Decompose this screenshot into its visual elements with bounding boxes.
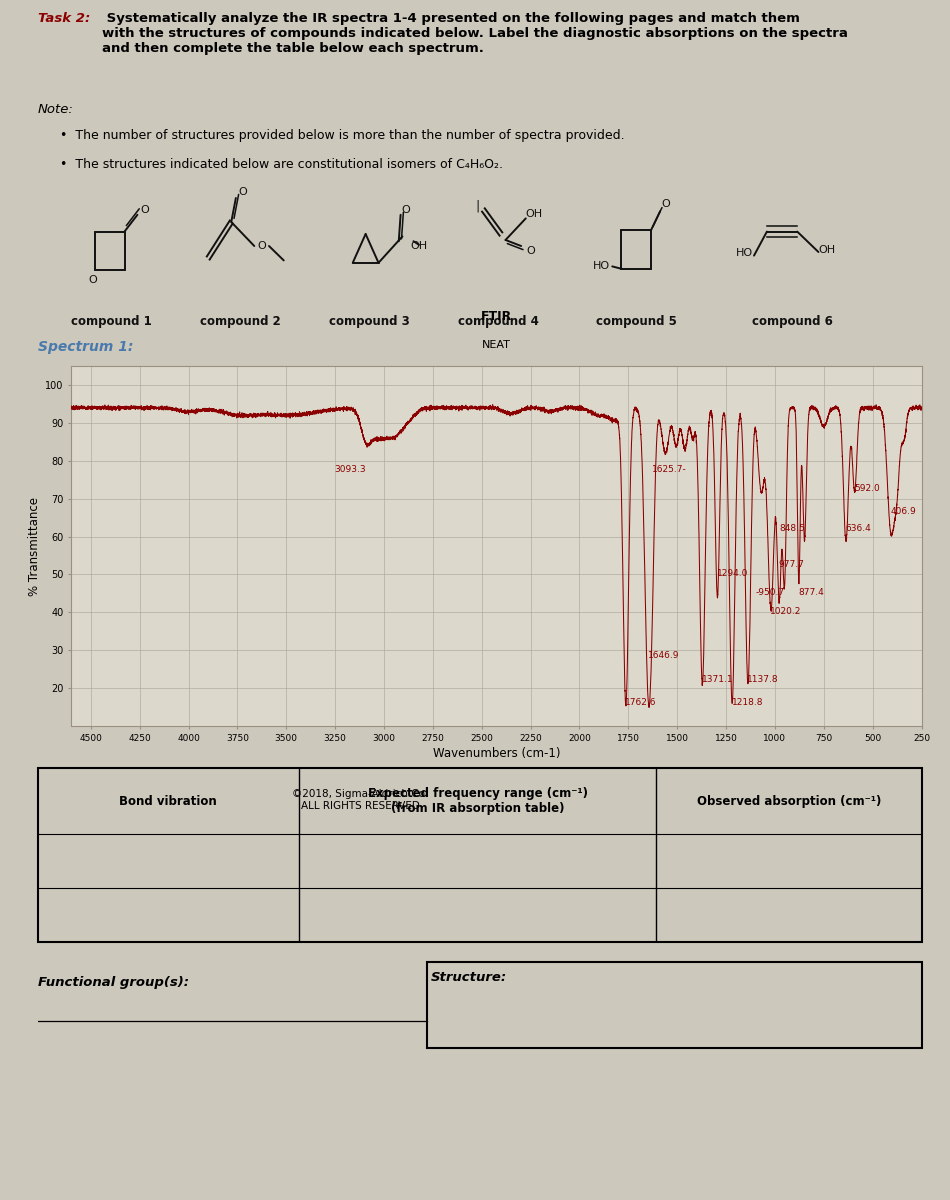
Text: O: O (141, 205, 149, 215)
Text: |: | (476, 200, 480, 212)
Text: 877.4: 877.4 (798, 588, 824, 598)
Text: 1218.8: 1218.8 (732, 698, 763, 707)
Text: 1625.7-: 1625.7- (652, 464, 687, 474)
Text: HO: HO (736, 248, 753, 258)
Text: O: O (89, 275, 98, 284)
Text: O: O (402, 205, 410, 215)
Bar (427, 962, 922, 1049)
Text: 406.9: 406.9 (890, 506, 916, 516)
Text: 977.7: 977.7 (779, 559, 805, 569)
Text: compound 3: compound 3 (329, 316, 409, 328)
Text: compound 6: compound 6 (752, 316, 833, 328)
Text: 636.4: 636.4 (846, 523, 871, 533)
Text: 1137.8: 1137.8 (748, 676, 779, 684)
Text: 1762.6: 1762.6 (625, 698, 656, 707)
Text: •  The number of structures provided below is more than the number of spectra pr: • The number of structures provided belo… (60, 128, 625, 142)
Text: 1294.0: 1294.0 (717, 569, 749, 578)
Text: Task 2:: Task 2: (38, 12, 90, 25)
Text: OH: OH (410, 241, 428, 251)
Text: •  The structures indicated below are constitutional isomers of C₄H₆O₂.: • The structures indicated below are con… (60, 157, 504, 170)
Text: 3093.3: 3093.3 (334, 464, 367, 474)
Text: ©2018, Sigma-Aldrich Co.
ALL RIGHTS RESERVED: ©2018, Sigma-Aldrich Co. ALL RIGHTS RESE… (293, 790, 428, 811)
Text: -950.7: -950.7 (756, 588, 785, 598)
Text: 848.5: 848.5 (779, 523, 805, 533)
Text: Spectrum 1:: Spectrum 1: (38, 340, 133, 354)
Text: 1646.9: 1646.9 (648, 650, 679, 660)
Text: HO: HO (593, 262, 610, 271)
Text: compound 4: compound 4 (458, 316, 539, 328)
Text: 1020.2: 1020.2 (770, 607, 802, 616)
Text: OH: OH (525, 209, 542, 218)
Text: compound 2: compound 2 (200, 316, 281, 328)
Y-axis label: % Transmittance: % Transmittance (28, 497, 41, 595)
Text: Note:: Note: (38, 103, 74, 115)
Text: O: O (661, 199, 670, 209)
Text: 1371.1: 1371.1 (702, 676, 733, 684)
Text: Bond vibration: Bond vibration (120, 794, 218, 808)
Text: O: O (257, 241, 266, 251)
Text: Structure:: Structure: (431, 971, 507, 984)
Text: compound 5: compound 5 (596, 316, 676, 328)
Text: NEAT: NEAT (482, 340, 511, 349)
Text: Systematically analyze the IR spectra 1-4 presented on the following pages and m: Systematically analyze the IR spectra 1-… (102, 12, 847, 55)
X-axis label: Wavenumbers (cm-1): Wavenumbers (cm-1) (432, 746, 560, 760)
Text: compound 1: compound 1 (71, 316, 152, 328)
Text: Observed absorption (cm⁻¹): Observed absorption (cm⁻¹) (696, 794, 882, 808)
Text: O: O (238, 187, 247, 197)
Text: FTIR: FTIR (481, 310, 512, 323)
Text: 592.0: 592.0 (854, 484, 880, 493)
Text: O: O (526, 246, 535, 256)
Text: Functional group(s):: Functional group(s): (38, 976, 189, 989)
Text: OH: OH (818, 245, 835, 254)
Text: Expected frequency range (cm⁻¹)
(from IR absorption table): Expected frequency range (cm⁻¹) (from IR… (368, 787, 587, 815)
